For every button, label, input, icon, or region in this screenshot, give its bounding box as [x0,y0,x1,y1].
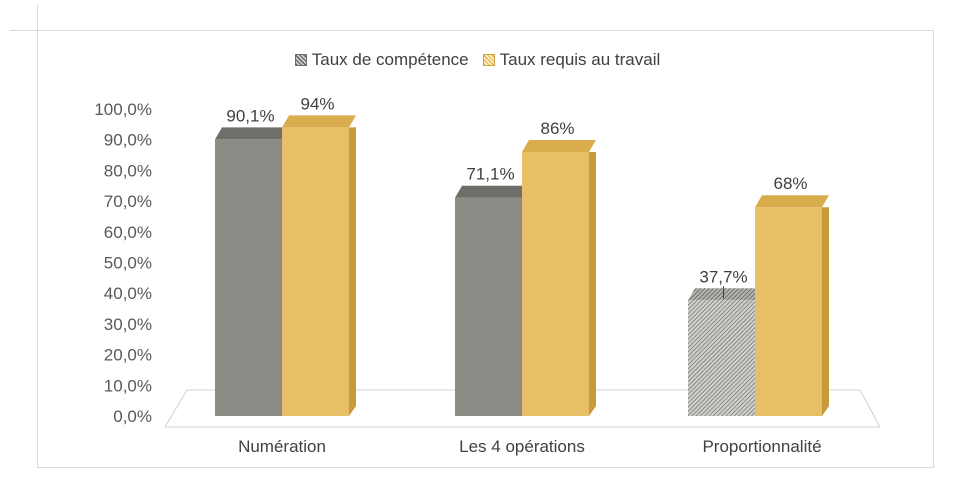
data-label: 86% [540,119,574,138]
bar [215,139,282,416]
legend-swatch-requis [482,54,495,66]
bar [522,151,589,417]
bar [755,207,822,416]
data-label: 94% [300,94,334,113]
y-tick-label: 40,0% [104,284,152,303]
y-tick-label: 30,0% [104,315,152,334]
bar-top [455,185,529,198]
y-tick-label: 10,0% [104,376,152,395]
y-tick-label: 100,0% [94,100,152,119]
chart-frame [37,30,934,468]
chart-legend: Taux de compétence Taux requis au travai… [0,48,955,72]
bar-top [282,115,356,128]
bar-side [349,127,356,417]
bar-top [215,127,289,140]
y-tick-label: 0,0% [113,407,152,426]
bar-side [589,151,596,417]
legend-item-competence: Taux de compétence [294,50,469,70]
x-category-label: Numération [238,437,326,456]
y-tick-label: 80,0% [104,161,152,180]
bar [688,300,755,416]
data-label: 71,1% [466,165,514,184]
bar [282,127,349,417]
bar-side [822,207,829,416]
data-label: 37,7% [699,267,747,286]
legend-label-requis: Taux requis au travail [499,50,661,69]
bar [455,197,522,416]
y-tick-label: 90,0% [104,131,152,150]
y-tick-label: 20,0% [104,346,152,365]
y-tick-label: 50,0% [104,254,152,273]
data-label: 90,1% [226,106,274,125]
corner-guide-horizontal [10,30,37,31]
bar-top [755,195,829,208]
y-tick-label: 60,0% [104,223,152,242]
bar-top [522,139,596,152]
x-category-label: Les 4 opérations [459,437,585,456]
corner-guide-vertical [37,5,38,30]
legend-label-competence: Taux de compétence [311,50,469,69]
data-label: 68% [773,174,807,193]
y-tick-label: 70,0% [104,192,152,211]
bar-top [688,288,762,301]
x-category-label: Proportionnalité [702,437,821,456]
legend-swatch-competence [294,54,307,66]
legend-item-requis: Taux requis au travail [482,50,661,70]
